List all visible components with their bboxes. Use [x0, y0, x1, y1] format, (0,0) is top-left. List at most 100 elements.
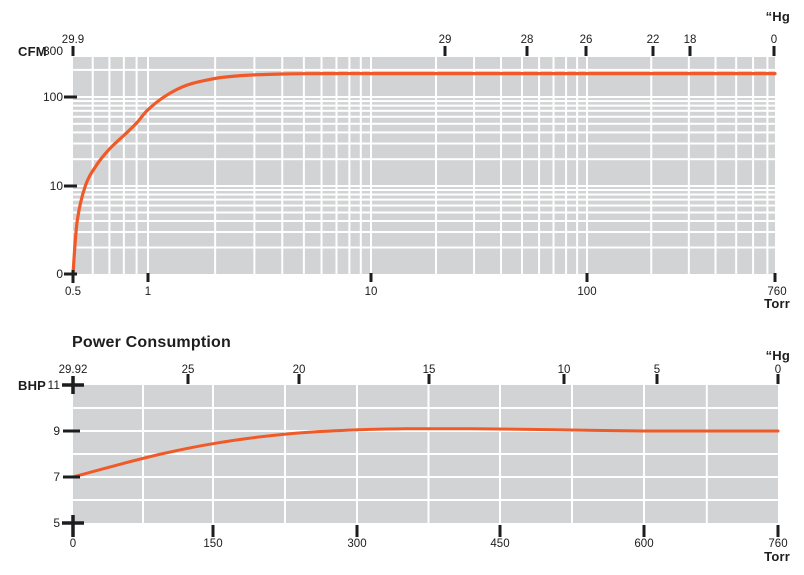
grid-line: [735, 57, 738, 274]
grid-line: [73, 231, 775, 234]
plot-area: [73, 57, 775, 274]
axis-tick: [562, 374, 566, 384]
grid-line: [335, 57, 338, 274]
grid-line: [73, 185, 775, 187]
grid-line: [714, 57, 717, 274]
grid-line: [73, 407, 778, 409]
tick-label: 9: [53, 424, 60, 438]
grid-line: [73, 204, 775, 207]
grid-line: [500, 57, 503, 274]
tick-label: 10: [50, 179, 64, 193]
grid-line: [370, 57, 372, 274]
tick-label: 0: [70, 538, 76, 550]
pumping-speed-curve: [71, 71, 777, 276]
tick-label: 10: [365, 286, 378, 298]
axis-tick: [355, 525, 359, 537]
grid-line: [302, 57, 305, 274]
grid-line: [73, 453, 778, 455]
axis-tick: [498, 525, 502, 537]
tick-label: 10: [558, 364, 571, 376]
axis-tick: [64, 95, 77, 99]
tick-label: 28: [521, 34, 534, 46]
axis-tick: [71, 46, 75, 56]
grid-line: [73, 430, 778, 432]
tick-label: 600: [634, 538, 653, 550]
tick-label: 29: [439, 34, 452, 46]
top-chart-y-axis-unit: CFM: [18, 44, 47, 59]
axis-tick: [297, 374, 301, 384]
grid-line: [73, 189, 775, 192]
grid-line: [73, 142, 775, 145]
axis-tick: [71, 270, 75, 283]
axis-tick: [443, 46, 447, 56]
axis-tick: [642, 525, 646, 537]
grid-line: [73, 96, 775, 98]
axis-tick: [776, 374, 780, 384]
grid-line: [520, 57, 523, 274]
axis-tick: [688, 46, 692, 56]
axis-tick: [63, 429, 80, 433]
grid-line: [565, 57, 568, 274]
axis-tick: [773, 273, 777, 282]
grid-line: [586, 57, 588, 274]
grid-line: [122, 57, 125, 274]
tick-label: 760: [768, 538, 787, 550]
grid-line: [281, 57, 284, 274]
tick-label: 760: [767, 286, 786, 298]
axis-tick: [651, 46, 655, 56]
grid-line: [348, 57, 351, 274]
grid-line: [359, 57, 362, 274]
tick-label: 450: [490, 538, 509, 550]
grid-line: [73, 193, 775, 196]
axis-tick: [186, 374, 190, 384]
grid-line: [576, 57, 579, 274]
grid-line: [73, 122, 775, 125]
tick-label: 22: [647, 34, 660, 46]
grid-line: [538, 57, 541, 274]
grid-line: [73, 115, 775, 118]
axis-tick: [369, 273, 373, 282]
grid-line: [73, 104, 775, 107]
axis-tick: [525, 46, 529, 56]
tick-label: 1: [145, 286, 151, 298]
grid-line: [73, 68, 775, 71]
grid-line: [108, 57, 111, 274]
tick-label: 18: [684, 34, 697, 46]
tick-label: 15: [423, 364, 436, 376]
grid-line: [214, 57, 217, 274]
grid-line: [435, 57, 438, 274]
tick-label: 29.9: [62, 34, 84, 46]
grid-line: [73, 131, 775, 134]
tick-label: 11: [48, 378, 61, 392]
axis-tick: [71, 515, 75, 537]
tick-label: 5: [53, 516, 60, 530]
axis-tick: [772, 46, 776, 56]
grid-line: [91, 57, 94, 274]
tick-label: 7: [53, 470, 60, 484]
tick-label: 20: [293, 364, 306, 376]
grid-line: [73, 211, 775, 214]
axis-tick: [655, 374, 659, 384]
axis-tick: [584, 46, 588, 56]
power-consumption-title: Power Consumption: [72, 334, 231, 351]
grid-line: [650, 57, 653, 274]
top-chart-secondary-axis-unit: “Hg: [765, 9, 790, 24]
grid-line: [73, 100, 775, 103]
grid-line: [135, 57, 138, 274]
grid-line: [473, 57, 476, 274]
axis-tick: [585, 273, 589, 282]
grid-line: [73, 198, 775, 201]
grid-line: [766, 57, 769, 274]
bottom-chart-secondary-axis-unit: “Hg: [765, 348, 790, 363]
grid-line: [73, 499, 778, 501]
top-chart-x-axis-unit: Torr: [764, 296, 790, 311]
tick-label: 100: [43, 90, 63, 104]
tick-label: 0.5: [65, 286, 81, 298]
tick-label: 0: [775, 364, 781, 376]
tick-label: 150: [203, 538, 222, 550]
tick-label: 0: [771, 34, 777, 46]
grid-line: [73, 109, 775, 112]
grid-line: [73, 158, 775, 161]
